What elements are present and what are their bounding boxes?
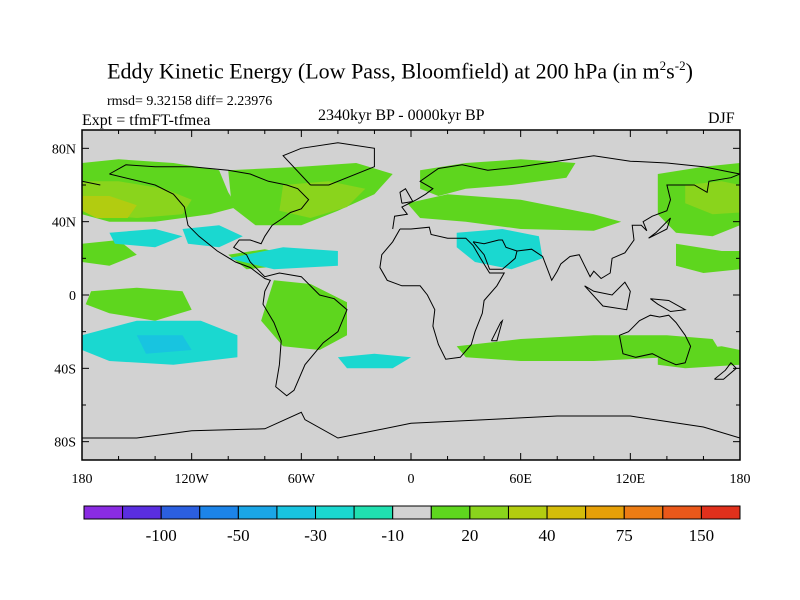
colorbar-box-13	[585, 505, 625, 520]
region-equatorial-pacific-pos	[85, 287, 192, 321]
region-west-pacific-core	[685, 181, 740, 215]
x-tick-label: 0	[408, 472, 415, 487]
region-north-pacific-neg	[109, 229, 183, 248]
x-tick-label: 120W	[175, 472, 210, 487]
region-south-america-pos	[261, 280, 347, 350]
y-tick-label: 40S	[54, 362, 76, 377]
y-tick-label: 0	[69, 289, 76, 304]
colorbar-box-4	[237, 505, 278, 520]
stats-text: rmsd= 9.32158 diff= 2.23976	[107, 94, 273, 109]
region-east-pacific-neg	[182, 225, 243, 248]
coastline-10	[584, 281, 631, 311]
x-tick-label: 60W	[288, 472, 316, 487]
y-tick-label: 80N	[52, 142, 76, 157]
colorbar-label-3: -10	[381, 526, 404, 545]
region-north-pacific-max	[82, 196, 137, 218]
y-tick-label: 40N	[52, 216, 76, 231]
colorbar-box-9	[430, 505, 471, 520]
region-south-pacific-neg-core	[136, 335, 192, 354]
coastline-3	[379, 226, 506, 360]
season-label: DJF	[708, 110, 735, 127]
y-tick-label: 80S	[54, 436, 76, 451]
colorbar-label-0: -100	[146, 526, 177, 545]
coastline-12	[714, 362, 738, 380]
region-east-asia-pos	[676, 243, 740, 273]
coastlines	[82, 142, 740, 439]
x-tick-label: 120E	[616, 472, 646, 487]
coastline-8	[399, 187, 414, 204]
coastline-11	[650, 298, 687, 313]
region-southwest-pacific-pos	[657, 346, 740, 369]
colorbar-label-1: -50	[227, 526, 250, 545]
colorbar-box-5	[276, 505, 317, 520]
region-southern-atlantic-neg	[337, 353, 411, 369]
colorbar-box-2	[160, 505, 201, 520]
colorbar-label-6: 75	[616, 526, 633, 545]
region-europe-band	[420, 159, 576, 196]
region-eurasia-south-band	[407, 194, 622, 231]
colorbar-box-16	[700, 505, 741, 520]
colorbar-label-4: 20	[461, 526, 478, 545]
colorbar-box-1	[122, 505, 162, 520]
coastline-1	[282, 142, 375, 186]
colorbar-box-8	[392, 505, 432, 520]
coastline-0	[109, 164, 348, 397]
colorbar-box-12	[546, 505, 587, 520]
coastline-7	[82, 411, 740, 439]
x-tick-label: 180	[730, 472, 751, 487]
region-subtropical-pacific-pos	[82, 240, 137, 266]
colorbar-box-3	[199, 505, 239, 520]
colorbar-label-7: 150	[689, 526, 715, 545]
coastline-2	[392, 155, 740, 230]
colorbar-box-14	[623, 505, 664, 520]
chart-title: Eddy Kinetic Energy (Low Pass, Bloomfiel…	[107, 58, 693, 84]
coastline-13	[490, 319, 504, 342]
period-label: 2340kyr BP - 0000kyr BP	[318, 107, 485, 124]
coastline-14	[82, 180, 101, 186]
coastline-9	[648, 217, 671, 239]
colorbar-label-2: -30	[304, 526, 327, 545]
coastline-6	[618, 314, 692, 366]
x-tick-label: 180	[72, 472, 93, 487]
anomaly-field	[82, 159, 740, 369]
region-arabia-neg	[456, 229, 543, 270]
colorbar-box-0	[83, 505, 124, 520]
colorbar-box-6	[315, 505, 355, 520]
colorbar-box-11	[507, 505, 548, 520]
experiment-label: Expt = tfmFT-tfmea	[82, 112, 211, 129]
colorbar-box-7	[353, 505, 394, 520]
x-tick-label: 60E	[509, 472, 532, 487]
coastline-5	[516, 173, 740, 282]
colorbar-box-15	[662, 505, 702, 520]
region-indian-ocean-pos	[456, 335, 722, 361]
colorbar-label-5: 40	[539, 526, 556, 545]
colorbar-box-10	[469, 505, 509, 520]
region-north-atlantic-neg	[228, 247, 338, 270]
